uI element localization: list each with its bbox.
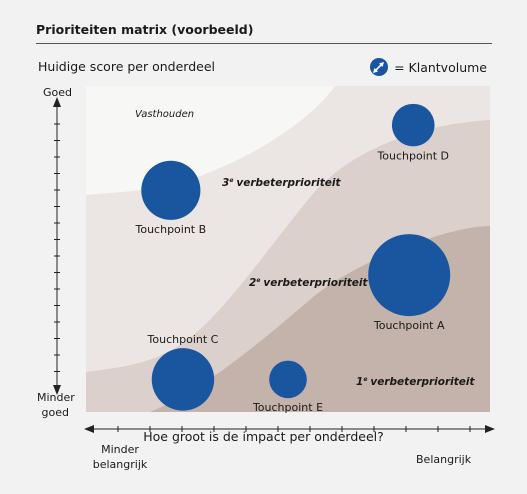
bubble-touchpoint-d — [391, 103, 435, 147]
x-axis-label-right: Belangrijk — [416, 453, 472, 466]
bubble-touchpoint-c — [151, 348, 215, 411]
zone-label-first: 1e verbeterprioriteit — [356, 376, 476, 388]
title-divider — [36, 43, 492, 44]
y-axis-arrow-up — [53, 97, 61, 107]
bubble-touchpoint-a — [368, 234, 451, 317]
bubble-label-touchpoint-a: Touchpoint A — [373, 319, 445, 332]
bubble-label-touchpoint-e: Touchpoint E — [252, 401, 323, 414]
y-axis-arrow-down — [53, 385, 61, 395]
x-axis-label-left: Minder belangrijk — [92, 443, 148, 471]
legend-label: = Klantvolume — [394, 59, 487, 75]
zone-label-second: 2e verbeterprioriteit — [249, 277, 369, 289]
x-axis-title: Hoe groot is de impact per onderdeel? — [143, 429, 384, 444]
bubble-touchpoint-e — [269, 360, 307, 399]
bubble-label-touchpoint-d: Touchpoint D — [376, 149, 449, 162]
bubble-label-touchpoint-b: Touchpoint B — [135, 223, 207, 236]
x-axis-arrow-right — [485, 425, 495, 433]
chart-title: Prioriteiten matrix (voorbeeld) — [36, 22, 254, 37]
bubble-size-icon — [370, 58, 389, 76]
x-axis-arrow-left — [84, 425, 94, 433]
legend: = Klantvolume — [369, 57, 487, 77]
bubble-label-touchpoint-c: Touchpoint C — [147, 333, 219, 346]
y-axis-label-bottom: Minder goed — [37, 391, 75, 419]
y-axis-ticks — [54, 123, 60, 372]
zone-label-keep: Vasthouden — [135, 109, 194, 120]
zone-keep — [86, 86, 335, 195]
chart-subtitle: Huidige score per onderdeel — [38, 59, 216, 74]
bubble-touchpoint-b — [141, 160, 201, 220]
zone-label-third: 3e verbeterprioriteit — [222, 177, 342, 189]
bubble-series: Touchpoint A Touchpoint B Touchpoint C Touc… — [135, 103, 451, 414]
x-axis-ticks — [117, 426, 471, 432]
y-axis-label-top: Goed — [43, 86, 73, 99]
